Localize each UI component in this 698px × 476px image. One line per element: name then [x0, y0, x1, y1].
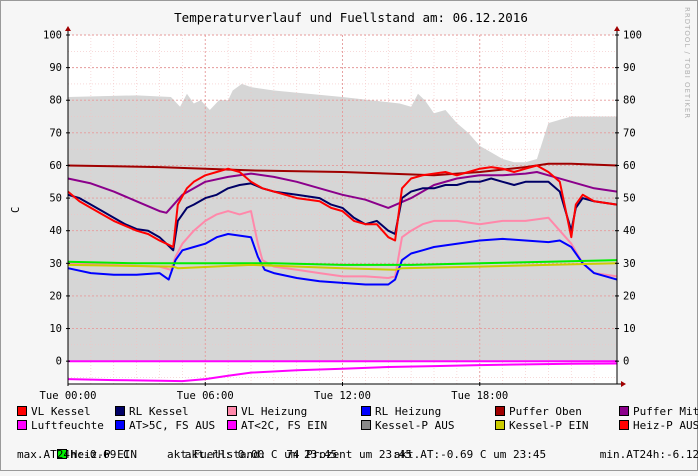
y-tick-label-right: 80 [623, 95, 636, 107]
legend-label: VL Kessel [31, 405, 91, 418]
x-tick-label: Tue 12:00 [314, 390, 371, 402]
series-line-heiz-p-ein [67, 259, 618, 266]
legend-label: AT>5C, FS AUS [129, 419, 216, 433]
legend-swatch [495, 420, 505, 431]
legend-item: Kessel-P AUS [361, 419, 495, 433]
y-tick-label-right: 50 [623, 193, 636, 205]
legend-label: Heiz-P EIN [70, 447, 137, 461]
y-tick-label-right: 100 [623, 30, 642, 42]
temperature-chart: Temperaturverlauf und Fuellstand am: 06.… [10, 7, 691, 402]
y-tick-label-left: 100 [43, 30, 62, 42]
y-tick-label-right: 0 [623, 356, 629, 368]
y-axis-arrow-right [614, 26, 620, 31]
legend-item: Luftfeuchte [17, 419, 115, 433]
stat-akt-at: akt.AT:-0.69 C um 23:45 [393, 447, 547, 461]
y-tick-label-left: 50 [49, 193, 62, 205]
stat-max-at24h: max.AT24h:-0.69 C [17, 447, 130, 461]
y-tick-label-right: 60 [623, 160, 636, 172]
legend-label: RL Heizung [375, 405, 442, 418]
legend-item: VL Heizung [227, 405, 361, 419]
legend-label: RL Kessel [129, 405, 189, 418]
legend-item: RL Kessel [115, 405, 227, 419]
stat-akt-rh: akt.rH: 0.00 C um 23:45 [184, 447, 338, 461]
chart-title: Temperaturverlauf und Fuellstand am: 06.… [174, 10, 528, 25]
legend-row: VL Kessel RL Kessel VL Heizung RL Heizung Pu… [17, 405, 698, 419]
series-line-kessel-p-ein [67, 262, 618, 271]
legend-swatch [115, 420, 125, 431]
legend-item: RL Heizung [361, 405, 495, 419]
legend-item: AT<2C, FS EIN [227, 419, 361, 433]
legend-swatch [56, 448, 67, 459]
legend-label: Puffer Oben [509, 405, 582, 418]
y-tick-label-right: 20 [623, 290, 636, 302]
legend-swatch [17, 406, 27, 416]
x-tick-label: Tue 00:00 [40, 390, 97, 402]
series-line-rl-kessel [67, 177, 618, 252]
legend-item: Puffer Oben [495, 405, 619, 419]
y-tick-label-left: 20 [49, 290, 62, 302]
y-tick-label-right: 40 [623, 225, 636, 237]
y-tick-label-left: 90 [49, 62, 62, 74]
y-tick-label-left: 40 [49, 225, 62, 237]
legend: VL Kessel RL Kessel VL Heizung RL Heizung Pu… [17, 405, 698, 462]
y-tick-label-right: 30 [623, 258, 636, 270]
series-line-vl-kessel [67, 164, 618, 248]
legend-item: VL Kessel [17, 405, 115, 419]
legend-label: Kessel-P AUS [375, 419, 455, 433]
legend-swatch [227, 420, 237, 431]
series-line-puffer-mitte [67, 171, 618, 214]
legend-swatch [619, 406, 629, 416]
legend-label: Luftfeuchte [31, 419, 104, 433]
legend-item: Heiz-P AUS [619, 419, 698, 433]
x-tick-label: Tue 18:00 [451, 390, 508, 402]
y-tick-label-left: 0 [56, 356, 62, 368]
series-line-at-2c-fs-ein [67, 362, 618, 383]
y-tick-label-left: 60 [49, 160, 62, 172]
x-axis-arrow [621, 381, 626, 387]
legend-label: AT<2C, FS EIN [241, 419, 328, 433]
y-axis-label: C [10, 207, 22, 213]
y-tick-label-left: 80 [49, 95, 62, 107]
legend-label: Puffer Mitte [633, 405, 698, 418]
legend-item: Kessel-P EIN [495, 419, 619, 433]
legend-swatch [17, 420, 27, 431]
y-axis-arrow-left [65, 26, 71, 31]
series-line-puffer-oben [67, 162, 618, 177]
y-tick-label-right: 70 [623, 127, 636, 139]
legend-row: max.AT24h:-0.69 C akt.Fuellstand: 74 Proz… [17, 448, 697, 462]
stat-akt-fuellstand: akt.Fuellstand: 74 Prozent um 23:45 [167, 447, 413, 461]
y-tick-label-left: 30 [49, 258, 62, 270]
legend-item: AT>5C, FS AUS [115, 419, 227, 433]
watermark: RRDTOOL / TOBI OETIKER [683, 7, 691, 119]
y-tick-label-left: 70 [49, 127, 62, 139]
legend-label: VL Heizung [241, 405, 308, 418]
legend-swatch [361, 420, 371, 431]
legend-swatch [227, 406, 237, 416]
legend-label: Heiz-P AUS [633, 419, 698, 433]
legend-item: Heiz-P EIN [56, 447, 185, 462]
x-tick-label: Tue 06:00 [177, 390, 234, 402]
legend-item: Puffer Mitte [619, 405, 698, 419]
legend-swatch [495, 406, 505, 416]
legend-row: Heiz-P EIN akt.rH: 0.00 C um 23:45 akt.AT:… [17, 434, 698, 461]
legend-label: Kessel-P EIN [509, 419, 589, 433]
legend-swatch [361, 406, 371, 416]
legend-swatch [115, 406, 125, 416]
legend-swatch [619, 420, 629, 431]
y-tick-label-right: 90 [623, 62, 636, 74]
series-line-rl-heizung [67, 233, 618, 286]
legend-row: Luftfeuchte AT>5C, FS AUS AT<2C, FS EIN Kes… [17, 419, 698, 433]
stat-min-at24h: min.AT24h:-6.12 C [599, 447, 698, 461]
series-line-vl-heizung [67, 210, 618, 279]
y-tick-label-right: 10 [623, 323, 636, 335]
y-tick-label-left: 10 [49, 323, 62, 335]
